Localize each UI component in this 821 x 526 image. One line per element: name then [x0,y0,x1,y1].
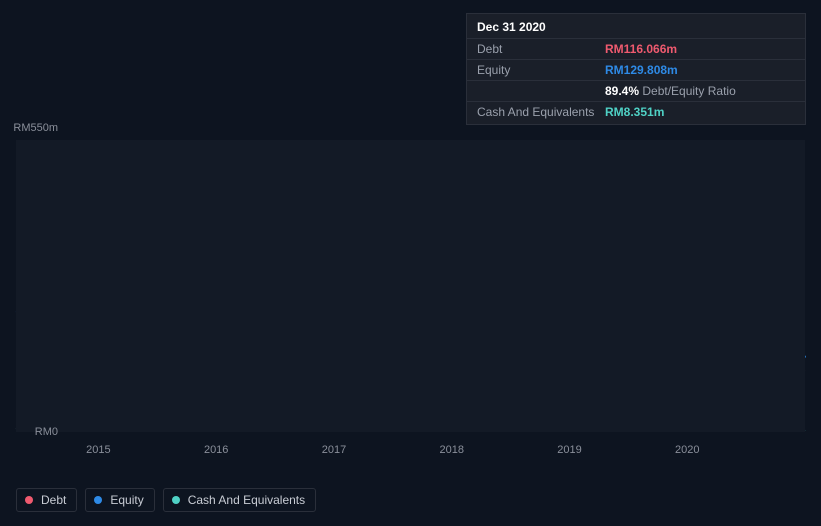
tooltip-row: EquityRM129.808m [467,59,805,80]
x-axis-tick: 2018 [439,444,463,456]
tooltip-row-value: 89.4% Debt/Equity Ratio [605,84,736,98]
debt-equity-chart: RM550m RM0 2015 2016 2017 2018 2019 2020 Dec … [0,0,821,526]
tooltip-row-value: RM129.808m [605,63,678,77]
legend-item-debt[interactable]: Debt [16,488,77,512]
legend-label: Equity [110,493,143,507]
plot-background [16,140,805,432]
chart-legend: Debt Equity Cash And Equivalents [16,488,316,512]
x-axis-tick: 2015 [86,444,110,456]
tooltip-row-value: RM8.351m [605,105,664,119]
x-axis-tick: 2017 [322,444,346,456]
legend-label: Debt [41,493,66,507]
y-axis-label-max: RM550m [13,122,58,134]
x-axis-tick: 2019 [557,444,581,456]
tooltip-row-value: RM116.066m [605,42,677,56]
legend-dot [172,496,180,504]
tooltip-row-label: Cash And Equivalents [477,105,605,119]
tooltip-row: 89.4% Debt/Equity Ratio [467,80,805,101]
legend-item-cash-and-equivalents[interactable]: Cash And Equivalents [163,488,316,512]
x-axis-tick: 2020 [675,444,699,456]
y-axis-label-min: RM0 [35,426,58,438]
legend-dot [25,496,33,504]
tooltip-row-label [477,84,605,98]
legend-dot [94,496,102,504]
tooltip-row-label: Debt [477,42,605,56]
legend-label: Cash And Equivalents [188,493,305,507]
tooltip-date: Dec 31 2020 [467,20,805,38]
legend-item-equity[interactable]: Equity [85,488,154,512]
tooltip-row-label: Equity [477,63,605,77]
hover-tooltip: Dec 31 2020 DebtRM116.066mEquityRM129.80… [466,13,806,125]
x-axis-tick: 2016 [204,444,228,456]
tooltip-row: Cash And EquivalentsRM8.351m [467,101,805,122]
tooltip-row: DebtRM116.066m [467,38,805,59]
